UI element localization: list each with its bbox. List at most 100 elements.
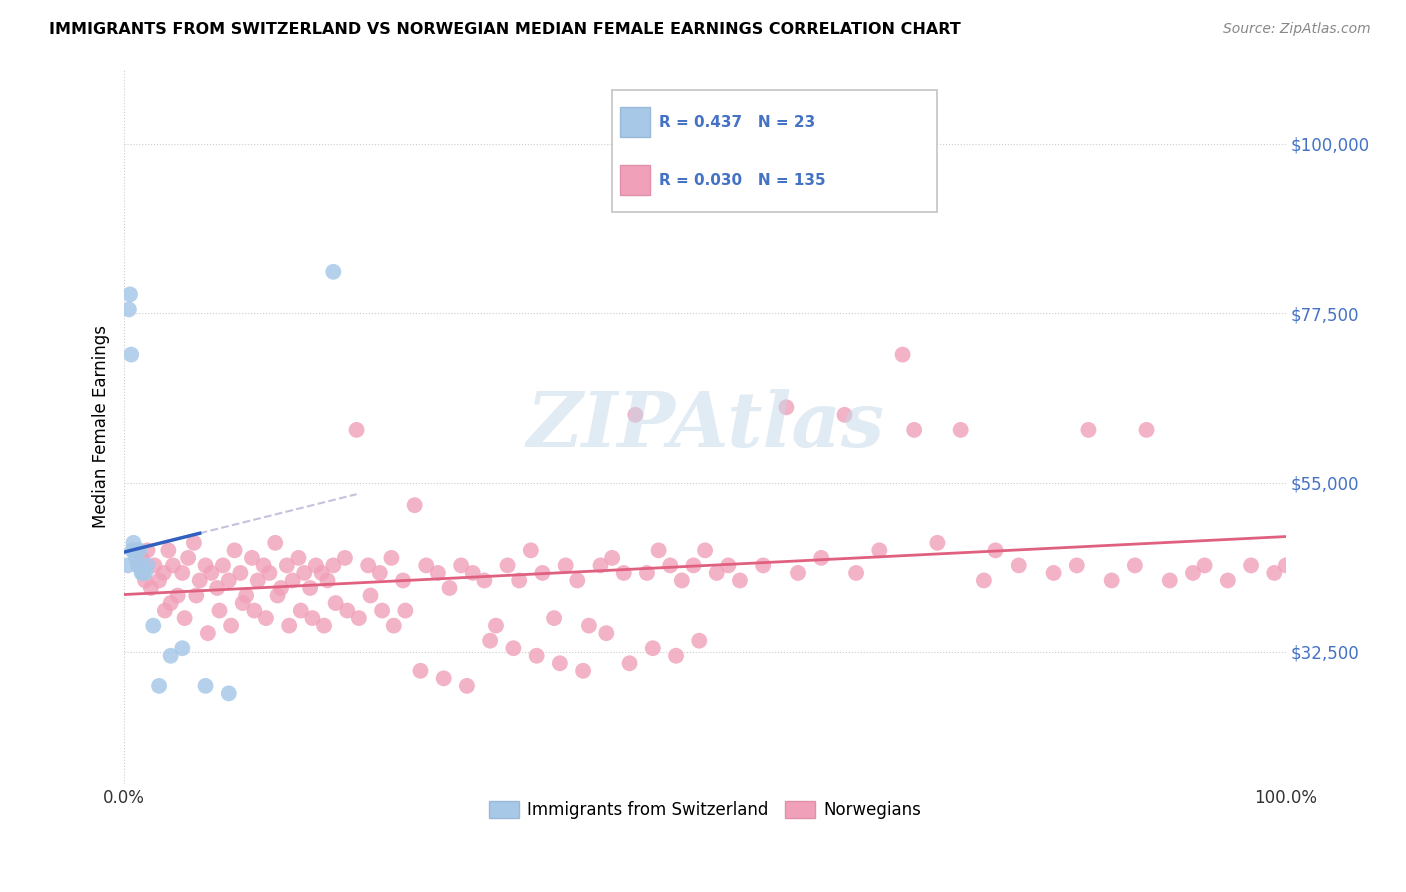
Point: [346, 423, 368, 437]
Point: [122, 536, 145, 550]
Point: [1123, 558, 1146, 573]
Point: [172, 566, 194, 580]
Point: [1181, 566, 1204, 580]
Point: [984, 543, 1007, 558]
Point: [834, 408, 856, 422]
Point: [520, 543, 543, 558]
Point: [927, 536, 949, 550]
Point: [292, 566, 315, 580]
Point: [142, 618, 165, 632]
Point: [188, 574, 211, 588]
Point: [127, 558, 149, 573]
Point: [450, 558, 472, 573]
Point: [508, 574, 530, 588]
Point: [305, 558, 328, 573]
Point: [360, 589, 382, 603]
Point: [479, 633, 502, 648]
Point: [717, 558, 740, 573]
Point: [496, 558, 519, 573]
Point: [139, 581, 162, 595]
Point: [325, 596, 347, 610]
Point: [1066, 558, 1088, 573]
Point: [868, 543, 890, 558]
Point: [647, 543, 669, 558]
Point: [173, 611, 195, 625]
Point: [252, 558, 274, 573]
Point: [567, 574, 589, 588]
Point: [641, 641, 664, 656]
Point: [183, 536, 205, 550]
Point: [659, 558, 682, 573]
Point: [290, 604, 312, 618]
Point: [159, 648, 181, 663]
Point: [1263, 566, 1285, 580]
Point: [392, 574, 415, 588]
Point: [312, 618, 335, 632]
Point: [371, 604, 394, 618]
Point: [143, 558, 166, 573]
Point: [1135, 423, 1157, 437]
Point: [301, 611, 323, 625]
Point: [177, 550, 200, 565]
Point: [461, 566, 484, 580]
Point: [243, 604, 266, 618]
Point: [235, 589, 257, 603]
Point: [299, 581, 322, 595]
Point: [264, 536, 287, 550]
Point: [589, 558, 612, 573]
Point: [394, 604, 416, 618]
Point: [134, 566, 156, 580]
Point: [706, 566, 728, 580]
Point: [845, 566, 868, 580]
Point: [131, 550, 153, 565]
Point: [1240, 558, 1263, 573]
Point: [693, 543, 716, 558]
Point: [624, 408, 647, 422]
Point: [578, 618, 600, 632]
Point: [891, 348, 914, 362]
Point: [117, 558, 139, 573]
Point: [439, 581, 461, 595]
Point: [1077, 423, 1099, 437]
Y-axis label: Median Female Earnings: Median Female Earnings: [93, 325, 110, 528]
Point: [595, 626, 617, 640]
Point: [278, 618, 301, 632]
Point: [194, 558, 217, 573]
Point: [903, 423, 925, 437]
Point: [531, 566, 554, 580]
Point: [124, 543, 146, 558]
Point: [166, 589, 188, 603]
Text: Source: ZipAtlas.com: Source: ZipAtlas.com: [1223, 22, 1371, 37]
Point: [157, 543, 180, 558]
Point: [472, 574, 495, 588]
Point: [208, 604, 231, 618]
Point: [224, 543, 246, 558]
Point: [728, 574, 751, 588]
Point: [665, 648, 688, 663]
Point: [136, 558, 159, 573]
Point: [949, 423, 972, 437]
Point: [218, 574, 240, 588]
Point: [281, 574, 304, 588]
Point: [311, 566, 333, 580]
Legend: Immigrants from Switzerland, Norwegians: Immigrants from Switzerland, Norwegians: [482, 794, 928, 825]
Point: [336, 604, 359, 618]
Point: [415, 558, 437, 573]
Point: [1042, 566, 1064, 580]
Point: [688, 633, 710, 648]
Point: [613, 566, 636, 580]
Point: [619, 657, 641, 671]
Point: [266, 589, 288, 603]
Point: [543, 611, 565, 625]
Point: [368, 566, 391, 580]
Point: [125, 543, 148, 558]
Point: [240, 550, 263, 565]
Point: [1008, 558, 1031, 573]
Point: [159, 596, 181, 610]
Point: [128, 543, 150, 558]
Point: [120, 348, 142, 362]
Point: [382, 618, 405, 632]
Point: [973, 574, 995, 588]
Point: [485, 618, 508, 632]
Point: [671, 574, 693, 588]
